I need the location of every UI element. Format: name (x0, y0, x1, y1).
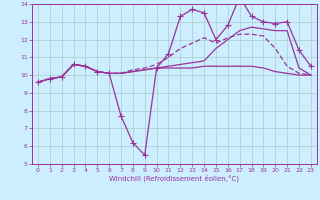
X-axis label: Windchill (Refroidissement éolien,°C): Windchill (Refroidissement éolien,°C) (109, 175, 239, 182)
